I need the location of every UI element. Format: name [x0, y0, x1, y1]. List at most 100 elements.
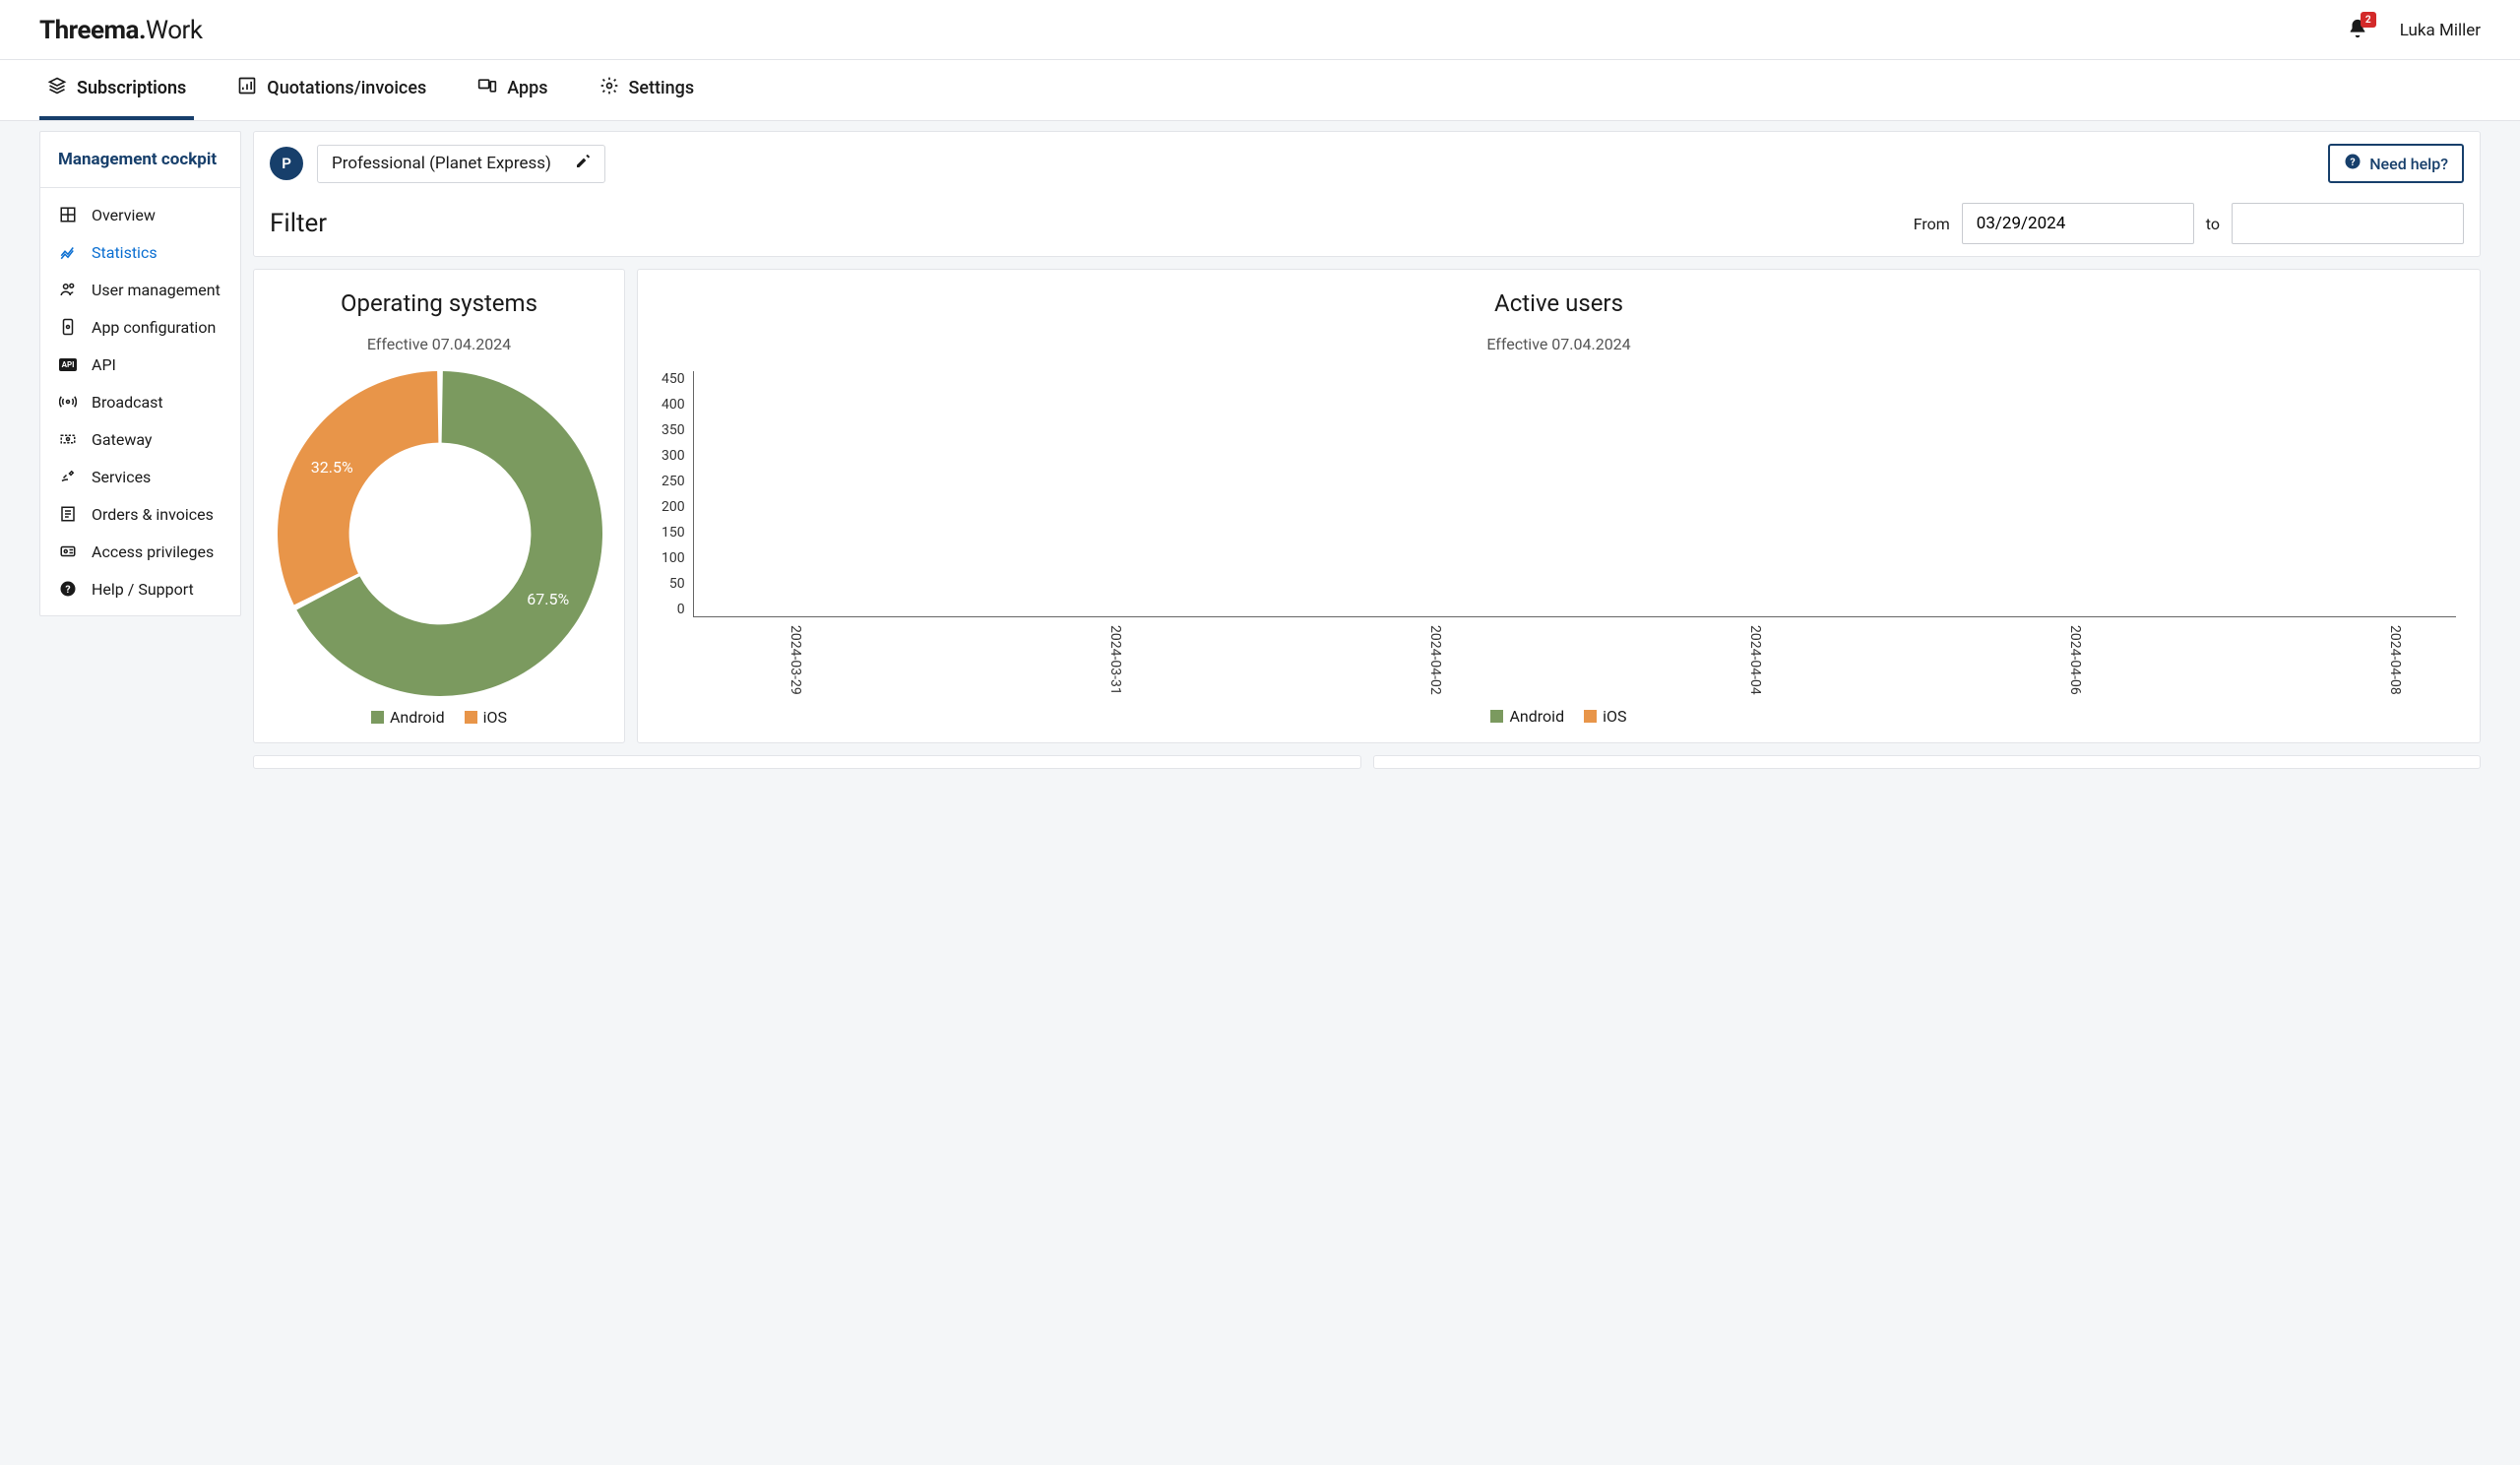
- users-icon: [58, 280, 78, 299]
- sidebar-item-label: Help / Support: [92, 580, 194, 599]
- tab-apps[interactable]: Apps: [470, 60, 555, 120]
- sidebar-item-label: User management: [92, 281, 220, 299]
- tab-quotations[interactable]: Quotations/invoices: [229, 60, 434, 120]
- help-label: Need help?: [2369, 155, 2448, 173]
- sidebar-item-statistics[interactable]: Statistics: [40, 233, 240, 271]
- users-chart-card: Active users Effective 07.04.2024 450400…: [637, 269, 2481, 743]
- users-chart-title: Active users: [662, 289, 2456, 317]
- sidebar-item-services[interactable]: Services: [40, 458, 240, 495]
- bell-icon: [2347, 28, 2368, 43]
- legend-label: iOS: [483, 708, 507, 727]
- bar-x-labels: 2024-03-292024-03-312024-04-022024-04-04…: [662, 625, 2456, 695]
- stack-icon: [47, 76, 67, 100]
- notification-badge: 2: [2361, 12, 2376, 28]
- sidebar-item-label: Gateway: [92, 430, 153, 449]
- sidebar-item-users[interactable]: User management: [40, 271, 240, 308]
- sidebar-item-overview[interactable]: Overview: [40, 196, 240, 233]
- logo-main: Threema.: [39, 16, 146, 45]
- filter-title: Filter: [270, 209, 327, 238]
- legend-ios: iOS: [465, 708, 507, 727]
- user-name[interactable]: Luka Miller: [2400, 21, 2481, 40]
- svg-text:67.5%: 67.5%: [527, 590, 569, 608]
- to-date-input[interactable]: [2232, 203, 2464, 244]
- empty-cards-row: [253, 755, 2481, 769]
- os-chart-title: Operating systems: [278, 289, 600, 317]
- sidebar-item-label: Overview: [92, 206, 156, 224]
- subscription-label: Professional (Planet Express): [332, 154, 551, 173]
- badge-icon: [58, 541, 78, 561]
- tab-label: Settings: [629, 78, 695, 98]
- chart-icon: [237, 76, 257, 100]
- bar-chart: 450400350300250200150100500: [662, 371, 2456, 617]
- gateway-icon: [58, 429, 78, 449]
- stats-icon: [58, 242, 78, 262]
- grid-icon: [58, 205, 78, 224]
- services-icon: [58, 467, 78, 486]
- legend-swatch: [1584, 710, 1597, 723]
- users-legend: Android iOS: [662, 707, 2456, 726]
- legend-swatch: [371, 711, 384, 724]
- legend-ios: iOS: [1584, 707, 1626, 726]
- tab-label: Subscriptions: [77, 78, 186, 98]
- sidebar-item-orders[interactable]: Orders & invoices: [40, 495, 240, 533]
- os-chart-subtitle: Effective 07.04.2024: [278, 335, 600, 353]
- charts-row: Operating systems Effective 07.04.2024 6…: [253, 269, 2481, 743]
- gear-icon: [599, 76, 619, 100]
- devices-icon: [477, 76, 497, 100]
- toolbar-row-1: P Professional (Planet Express) ? Need h…: [270, 144, 2464, 183]
- notifications-button[interactable]: 2: [2347, 18, 2368, 43]
- os-chart-card: Operating systems Effective 07.04.2024 6…: [253, 269, 625, 743]
- broadcast-icon: [58, 392, 78, 412]
- legend-swatch: [465, 711, 477, 724]
- sidebar-item-broadcast[interactable]: Broadcast: [40, 383, 240, 420]
- sidebar-item-label: App configuration: [92, 318, 216, 337]
- legend-android: Android: [1490, 707, 1564, 726]
- svg-text:?: ?: [65, 583, 70, 596]
- sidebar: Management cockpit Overview Statistics U…: [39, 131, 241, 616]
- logo[interactable]: Threema.Work: [39, 16, 203, 45]
- legend-label: iOS: [1603, 707, 1626, 726]
- sidebar-item-label: Access privileges: [92, 542, 214, 561]
- toolbar-row-2: Filter From to: [270, 197, 2464, 244]
- sidebar-item-label: Statistics: [92, 243, 158, 262]
- subscription-selector[interactable]: Professional (Planet Express): [317, 145, 605, 183]
- from-date-input[interactable]: [1962, 203, 2194, 244]
- toolbar: P Professional (Planet Express) ? Need h…: [253, 131, 2481, 257]
- empty-card: [1373, 755, 2482, 769]
- legend-android: Android: [371, 708, 445, 727]
- legend-label: Android: [1509, 707, 1564, 726]
- sidebar-item-label: Broadcast: [92, 393, 163, 412]
- tab-label: Apps: [507, 78, 547, 98]
- sidebar-item-api[interactable]: API API: [40, 346, 240, 383]
- header-right: 2 Luka Miller: [2347, 18, 2481, 43]
- os-legend: Android iOS: [278, 708, 600, 727]
- from-label: From: [1914, 215, 1950, 233]
- svg-text:?: ?: [2351, 156, 2356, 168]
- help-button[interactable]: ? Need help?: [2328, 144, 2464, 183]
- legend-label: Android: [390, 708, 445, 727]
- sidebar-item-label: Orders & invoices: [92, 505, 214, 524]
- help-icon: ?: [58, 579, 78, 599]
- sidebar-item-appconfig[interactable]: App configuration: [40, 308, 240, 346]
- sidebar-list: Overview Statistics User management App …: [40, 188, 240, 615]
- api-icon: API: [58, 354, 78, 374]
- sidebar-item-gateway[interactable]: Gateway: [40, 420, 240, 458]
- header: Threema.Work 2 Luka Miller: [0, 0, 2520, 60]
- sidebar-item-label: Services: [92, 468, 151, 486]
- top-nav: Subscriptions Quotations/invoices Apps S…: [0, 60, 2520, 121]
- main: Management cockpit Overview Statistics U…: [0, 121, 2520, 789]
- bar-plot: [693, 371, 2456, 617]
- legend-swatch: [1490, 710, 1503, 723]
- tab-settings[interactable]: Settings: [592, 60, 703, 120]
- bar-y-axis: 450400350300250200150100500: [662, 371, 693, 617]
- invoice-icon: [58, 504, 78, 524]
- tab-label: Quotations/invoices: [267, 78, 426, 98]
- content: P Professional (Planet Express) ? Need h…: [253, 131, 2481, 769]
- bar-columns: [694, 371, 2456, 616]
- sidebar-item-help[interactable]: ? Help / Support: [40, 570, 240, 607]
- tab-subscriptions[interactable]: Subscriptions: [39, 60, 194, 120]
- subscription-avatar: P: [270, 147, 303, 180]
- edit-icon[interactable]: [575, 154, 591, 174]
- logo-sub: Work: [146, 16, 203, 45]
- sidebar-item-access[interactable]: Access privileges: [40, 533, 240, 570]
